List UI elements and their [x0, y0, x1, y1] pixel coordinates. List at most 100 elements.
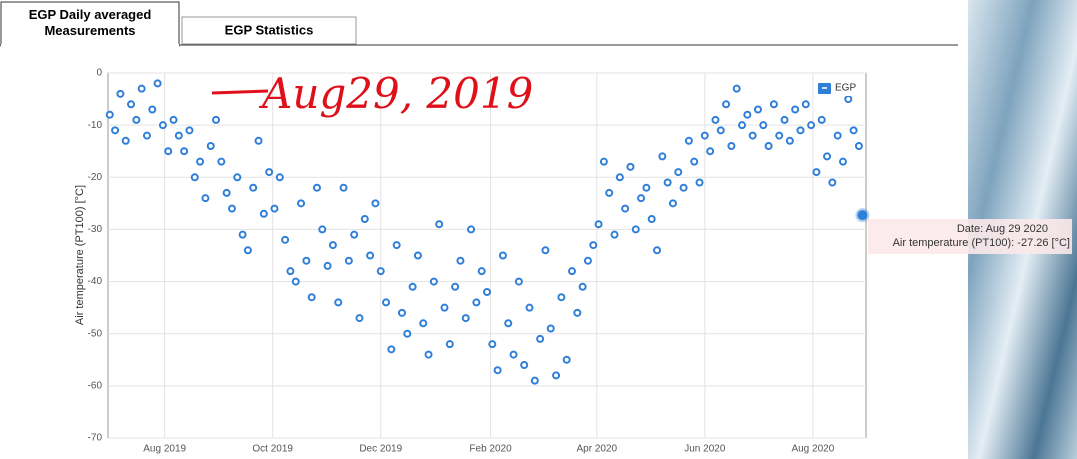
x-tick-label: Aug 2020 [791, 444, 834, 455]
data-point [488, 340, 497, 349]
data-point [312, 183, 321, 192]
data-point [536, 334, 545, 343]
data-point [791, 105, 800, 114]
y-tick-label: -70 [88, 433, 103, 444]
y-tick-label: -40 [88, 276, 103, 287]
data-point [334, 298, 343, 307]
y-tick-label: -60 [88, 380, 103, 391]
data-point [419, 319, 428, 328]
data-point [472, 298, 481, 307]
data-point [663, 178, 672, 187]
data-point [196, 157, 205, 166]
y-tick-label: 0 [96, 68, 102, 79]
data-point [578, 282, 587, 291]
data-point [397, 308, 406, 317]
data-point [807, 121, 816, 130]
data-point [275, 173, 284, 182]
data-point [440, 303, 449, 312]
data-point [817, 115, 826, 124]
data-point [206, 142, 215, 150]
data-point [695, 178, 704, 187]
data-point [493, 366, 502, 375]
data-point [562, 355, 571, 364]
x-tick-label: Apr 2020 [577, 444, 618, 455]
legend-label: EGP [835, 83, 856, 94]
data-point [212, 115, 221, 124]
data-point [621, 204, 630, 213]
data-point [823, 152, 832, 161]
data-point [286, 267, 295, 276]
data-point [525, 303, 534, 312]
data-point [328, 241, 337, 250]
data-point [684, 136, 693, 145]
data-point [812, 168, 821, 177]
data-point [647, 215, 656, 223]
data-point [137, 84, 146, 93]
data-point [674, 168, 683, 177]
data-point [265, 168, 274, 177]
x-tick-label: Jun 2020 [684, 444, 726, 455]
annotation: Aug29, 2019 [258, 69, 533, 118]
data-point [318, 225, 327, 234]
data-point [748, 131, 757, 140]
data-point [785, 136, 794, 145]
x-tick-label: Feb 2020 [469, 444, 512, 455]
data-point [541, 246, 550, 255]
data-point [631, 225, 640, 234]
data-point [233, 173, 242, 182]
data-point [615, 173, 624, 182]
x-tick-label: Oct 2019 [252, 444, 293, 455]
data-point [382, 298, 391, 307]
data-point [435, 220, 444, 229]
data-point [190, 173, 199, 182]
tab[interactable] [181, 16, 357, 45]
data-point [504, 319, 513, 328]
tab-label[interactable]: EGP Daily averaged Measurements [29, 7, 152, 38]
tab-active-gap [1, 44, 179, 47]
data-point [148, 105, 157, 114]
data-point [227, 204, 236, 213]
data-point [716, 126, 725, 135]
data-point [690, 157, 699, 166]
data-point [376, 267, 385, 276]
data-point [217, 157, 226, 166]
data-point [530, 376, 539, 385]
tooltip-date: Date: Aug 29 2020 [957, 223, 1048, 235]
data-point [568, 267, 577, 276]
data-point [599, 157, 608, 166]
data-point [727, 142, 736, 150]
data-point [854, 142, 863, 150]
data-point [105, 110, 114, 119]
data-point [844, 95, 853, 104]
data-point [456, 256, 465, 265]
data-point [461, 314, 470, 323]
y-tick-label: -10 [88, 120, 103, 131]
data-point [711, 115, 720, 124]
tooltip-value: Air temperature (PT100): -27.26 [°C] [893, 237, 1070, 249]
data-point [445, 340, 454, 349]
data-point [769, 100, 778, 109]
data-point [164, 147, 173, 156]
data-point [291, 277, 300, 286]
data-point [121, 136, 130, 145]
data-point [514, 277, 523, 286]
data-point [259, 209, 268, 218]
data-point [498, 251, 507, 260]
data-point [127, 100, 136, 109]
data-point [700, 131, 709, 140]
data-point [838, 157, 847, 166]
y-tick-label: -30 [88, 224, 103, 235]
data-point [557, 293, 566, 302]
data-point [668, 199, 677, 208]
annotation-stroke [211, 89, 269, 95]
y-tick-label: -50 [88, 328, 103, 339]
data-point [594, 220, 603, 229]
y-tick-label: -20 [88, 172, 103, 183]
data-point [828, 178, 837, 187]
tab-label[interactable]: EGP Statistics [225, 22, 314, 37]
data-point [350, 230, 359, 239]
data-point [243, 246, 252, 255]
data-point [738, 121, 747, 130]
data-point [281, 235, 290, 244]
tab-active[interactable] [0, 1, 180, 47]
